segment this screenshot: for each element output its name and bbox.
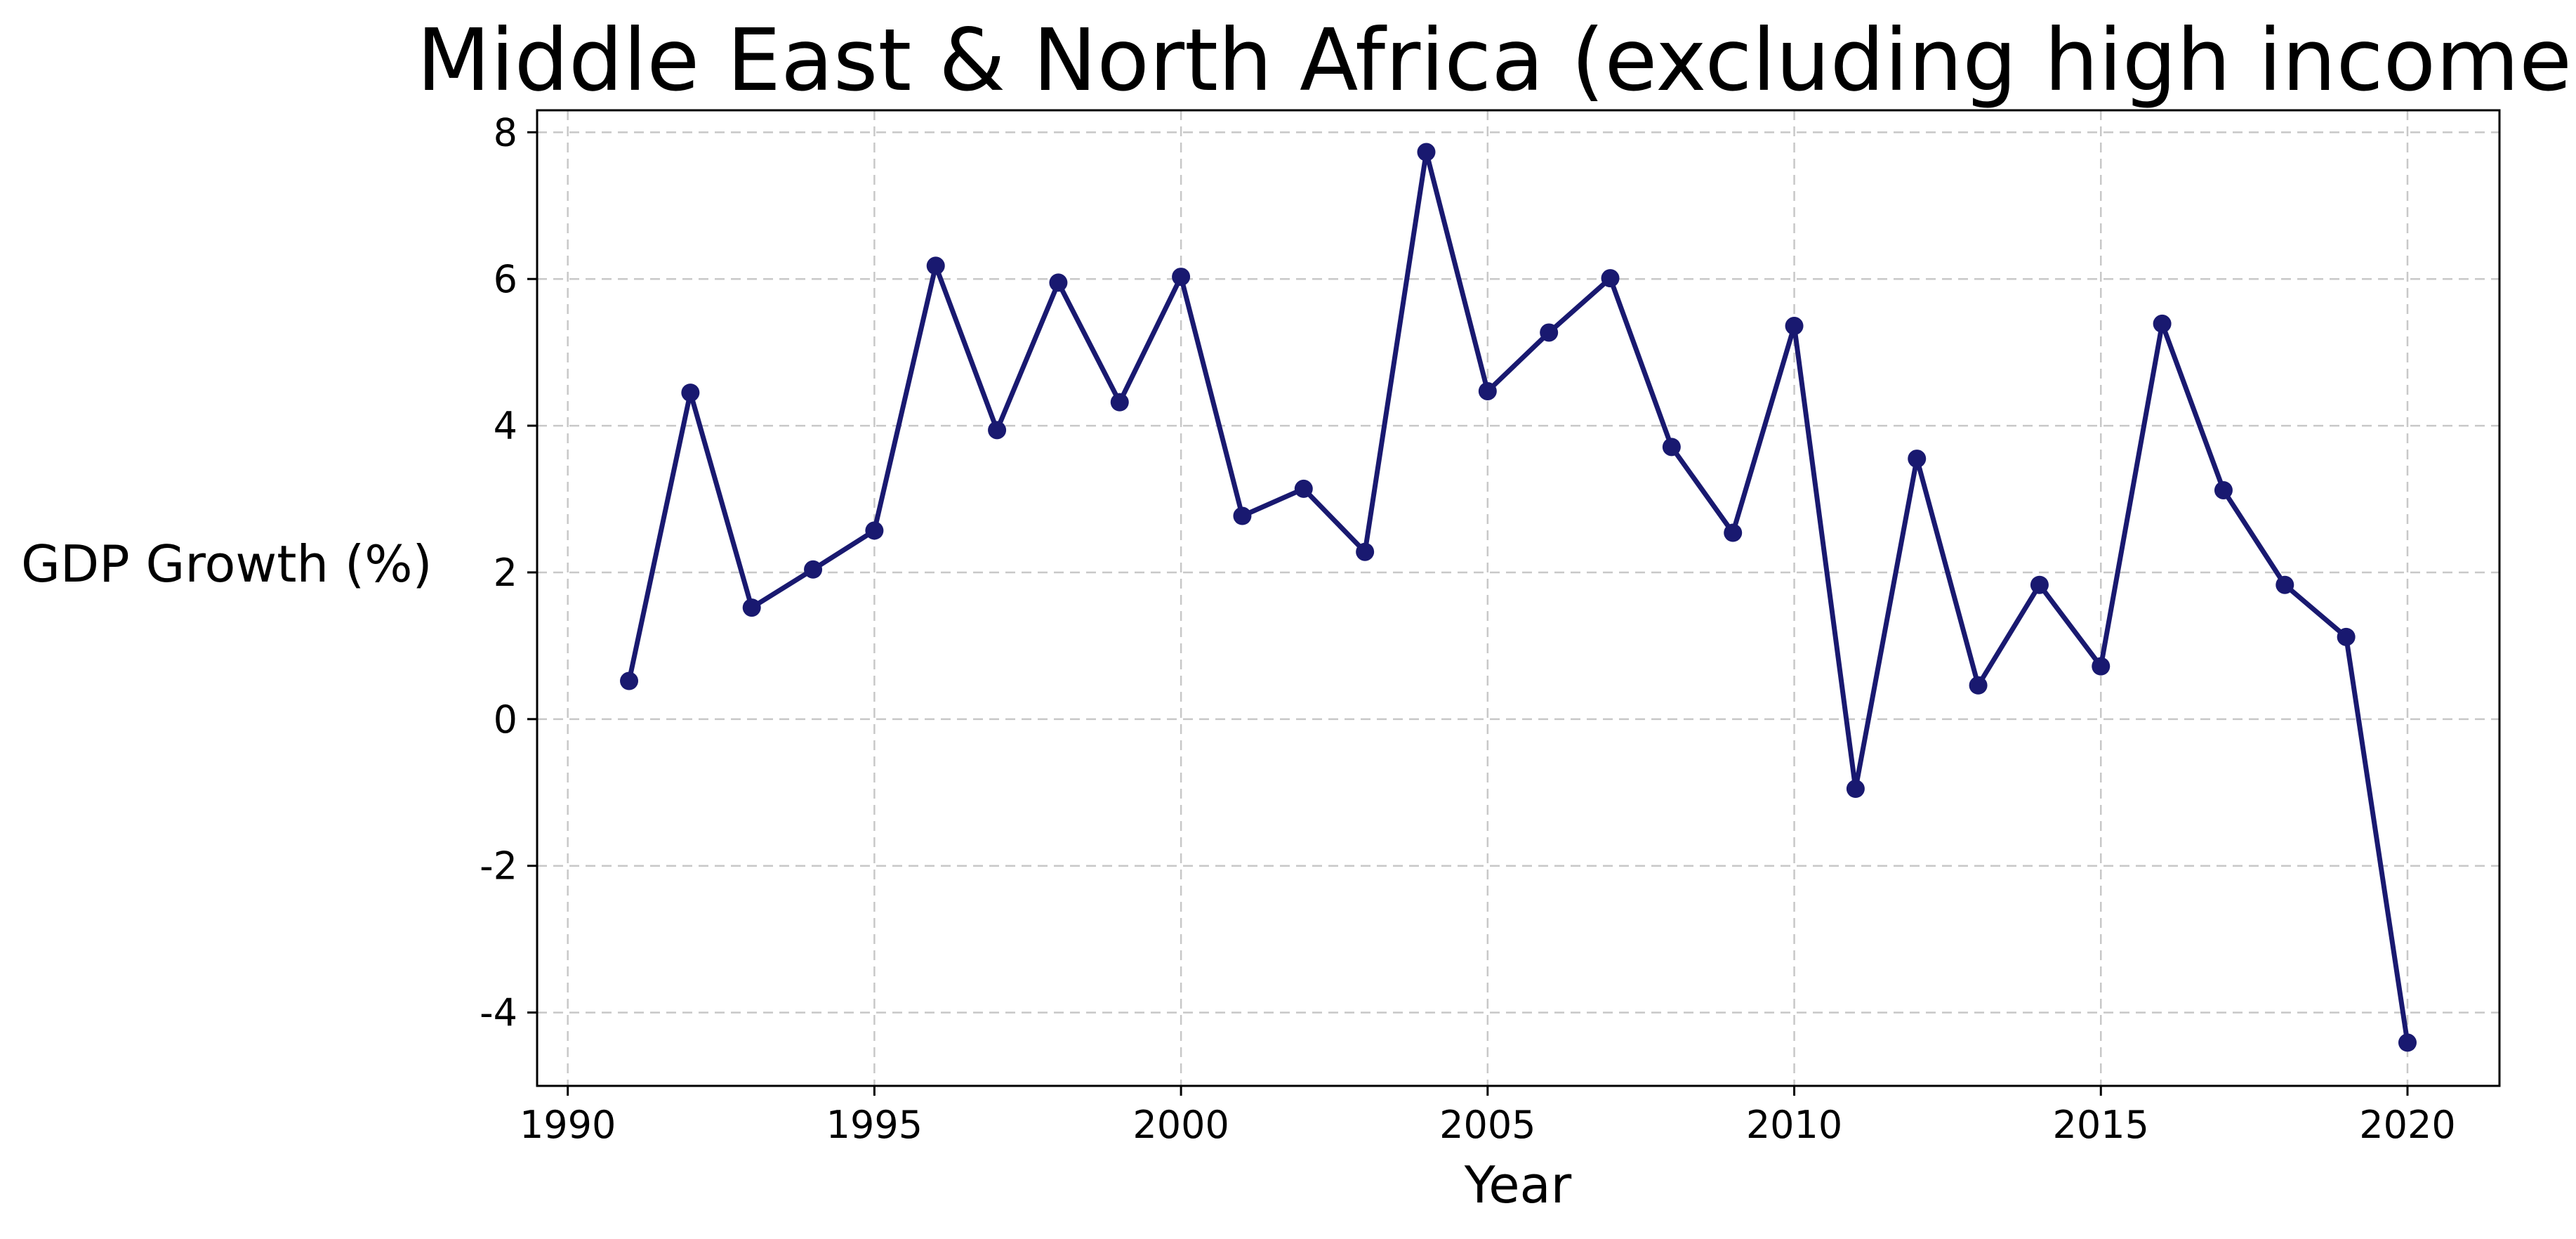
data-point	[1662, 438, 1681, 457]
data-point	[1110, 393, 1129, 412]
data-point	[2398, 1033, 2417, 1052]
y-tick-label: 8	[494, 110, 517, 155]
data-point	[2030, 575, 2049, 594]
data-point	[1908, 450, 1927, 468]
plot-frame	[536, 109, 2501, 1087]
data-point	[1172, 268, 1191, 287]
data-point	[1233, 506, 1252, 525]
x-axis-label: Year	[1464, 1155, 1572, 1214]
y-tick-label: 2	[494, 551, 517, 595]
data-point	[926, 256, 945, 275]
data-point	[1785, 317, 1804, 336]
data-point	[1294, 479, 1313, 498]
data-point	[2092, 657, 2111, 676]
x-tick-label: 2020	[2359, 1103, 2455, 1147]
data-point	[1969, 676, 1988, 695]
data-point	[1417, 143, 1436, 162]
y-tick-label: -4	[480, 991, 517, 1035]
data-point	[1846, 780, 1865, 799]
data-point	[1356, 542, 1375, 561]
data-point	[681, 383, 700, 402]
x-tick-label: 2010	[1746, 1103, 1842, 1147]
y-tick-label: 6	[494, 257, 517, 301]
data-point	[2337, 627, 2356, 646]
data-point	[2276, 575, 2294, 594]
grid-lines	[537, 110, 2499, 1086]
data-point	[1049, 273, 1068, 292]
data-point	[865, 521, 884, 540]
series-line	[626, 150, 2410, 1045]
data-point	[2214, 480, 2233, 499]
data-point	[2153, 314, 2172, 333]
x-tick-label: 2015	[2053, 1103, 2149, 1147]
y-axis-label: GDP Growth (%)	[21, 535, 432, 594]
data-point	[1601, 269, 1620, 288]
data-point	[804, 560, 823, 579]
data-point	[1540, 323, 1559, 342]
data-point	[620, 671, 639, 690]
data-point	[742, 598, 761, 617]
y-tick-label: -2	[480, 844, 517, 889]
axis-ticks: 1990 1995 2000 2005 2010 2015 2020 -4 -2 0 2 4 6 8	[480, 110, 2456, 1147]
y-tick-label: 0	[494, 697, 517, 742]
x-tick-label: 1995	[826, 1103, 923, 1147]
data-point	[1478, 381, 1497, 400]
y-tick-label: 4	[494, 404, 517, 448]
data-point	[988, 421, 1007, 440]
x-tick-label: 2005	[1439, 1103, 1535, 1147]
x-tick-label: 2000	[1132, 1103, 1229, 1147]
x-tick-label: 1990	[520, 1103, 616, 1147]
data-series	[620, 143, 2417, 1052]
data-point	[1724, 523, 1743, 542]
chart-title: Middle East & North Africa (excluding hi…	[416, 11, 2576, 110]
